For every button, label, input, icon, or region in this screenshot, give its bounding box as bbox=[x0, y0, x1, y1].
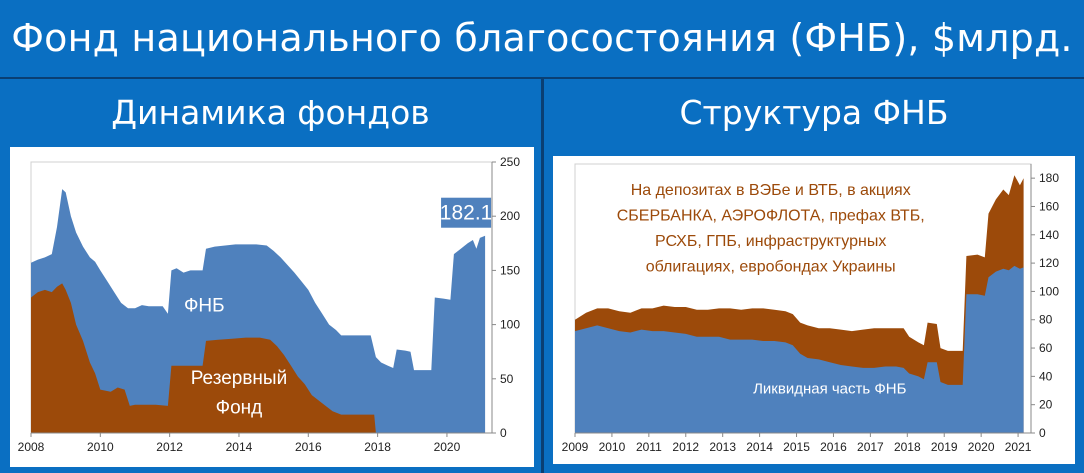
x-tick-label: 2019 bbox=[931, 440, 958, 454]
x-tick-label: 2018 bbox=[364, 440, 391, 454]
x-tick-label: 2010 bbox=[599, 440, 626, 454]
y-tick-label: 50 bbox=[500, 372, 514, 386]
area-annotation: Ликвидная часть ФНБ bbox=[753, 380, 907, 397]
x-tick-label: 2008 bbox=[18, 440, 45, 454]
x-tick-label: 2010 bbox=[87, 440, 114, 454]
series-area-0-0 bbox=[31, 189, 486, 433]
x-tick-label: 2015 bbox=[783, 440, 810, 454]
series-area-1-1 bbox=[575, 265, 1024, 433]
series-area-0-1 bbox=[31, 283, 376, 433]
y-tick-label: 180 bbox=[1039, 171, 1059, 185]
y-tick-label: 140 bbox=[1039, 228, 1059, 242]
y-tick-label: 60 bbox=[1039, 341, 1053, 355]
x-tick-label: 2013 bbox=[709, 440, 736, 454]
y-tick-label: 80 bbox=[1039, 313, 1053, 327]
y-tick-label: 0 bbox=[1039, 426, 1046, 440]
nwf-structure-chart: 2009 2010 2011 2012 2013 2014 2015 2016 2017 2018… bbox=[553, 156, 1075, 464]
value-callout-box bbox=[441, 197, 492, 228]
x-tick-label: 2018 bbox=[894, 440, 921, 454]
x-tick-label: 2017 bbox=[857, 440, 884, 454]
funds-dynamics-chart: 2008 2010 2012 2014 2016 2018 2020 0 50 100 150 200… bbox=[10, 147, 534, 467]
left-panel-title: Динамика фондов bbox=[111, 93, 430, 132]
y-tick-label: 120 bbox=[1039, 256, 1059, 270]
x-tick-label: 2012 bbox=[672, 440, 699, 454]
x-tick-label: 2012 bbox=[156, 440, 183, 454]
y-tick-label: 250 bbox=[500, 155, 520, 169]
y-tick-label: 200 bbox=[500, 209, 520, 223]
area-annotation: РСХБ, ГПБ, инфраструктурных bbox=[655, 233, 886, 250]
y-tick-label: 160 bbox=[1039, 199, 1059, 213]
area-annotation: СБЕРБАНКА, АЭРОФЛОТА, префах ВТБ, bbox=[617, 208, 925, 225]
x-tick-label: 2016 bbox=[820, 440, 847, 454]
y-tick-label: 40 bbox=[1039, 369, 1053, 383]
area-annotation: ФНБ bbox=[184, 296, 225, 317]
x-tick-label: 2020 bbox=[434, 440, 461, 454]
y-tick-label: 0 bbox=[500, 426, 507, 440]
area-annotation: На депозитах в ВЭБе и ВТБ, в акциях bbox=[631, 182, 911, 199]
x-tick-label: 2014 bbox=[746, 440, 773, 454]
x-tick-label: 2020 bbox=[968, 440, 995, 454]
y-tick-label: 150 bbox=[500, 263, 520, 277]
header-divider bbox=[0, 77, 1084, 79]
x-tick-label: 2014 bbox=[226, 440, 253, 454]
y-tick-label: 100 bbox=[1039, 284, 1059, 298]
funds-dynamics-svg: 2008 2010 2012 2014 2016 2018 2020 0 50 100 150 200… bbox=[18, 155, 521, 454]
right-panel-title: Структура ФНБ bbox=[679, 93, 949, 132]
nwf-structure-svg: 2009 2010 2011 2012 2013 2014 2015 2016 2017 2018… bbox=[562, 163, 1059, 454]
value-callout-label: 182.1 bbox=[440, 202, 493, 225]
area-annotation: Фонд bbox=[216, 397, 263, 418]
page-title: Фонд национального благосостояния (ФНБ),… bbox=[0, 0, 1084, 77]
x-tick-label: 2011 bbox=[636, 440, 662, 454]
x-tick-label: 2016 bbox=[295, 440, 322, 454]
area-annotation: облигациях, евробондах Украины bbox=[646, 259, 896, 276]
y-tick-label: 100 bbox=[500, 318, 520, 332]
x-tick-label: 2009 bbox=[562, 440, 589, 454]
panel-divider bbox=[541, 79, 544, 473]
x-tick-label: 2021 bbox=[1005, 440, 1032, 454]
area-annotation: Резервный bbox=[191, 368, 287, 389]
y-tick-label: 20 bbox=[1039, 398, 1053, 412]
